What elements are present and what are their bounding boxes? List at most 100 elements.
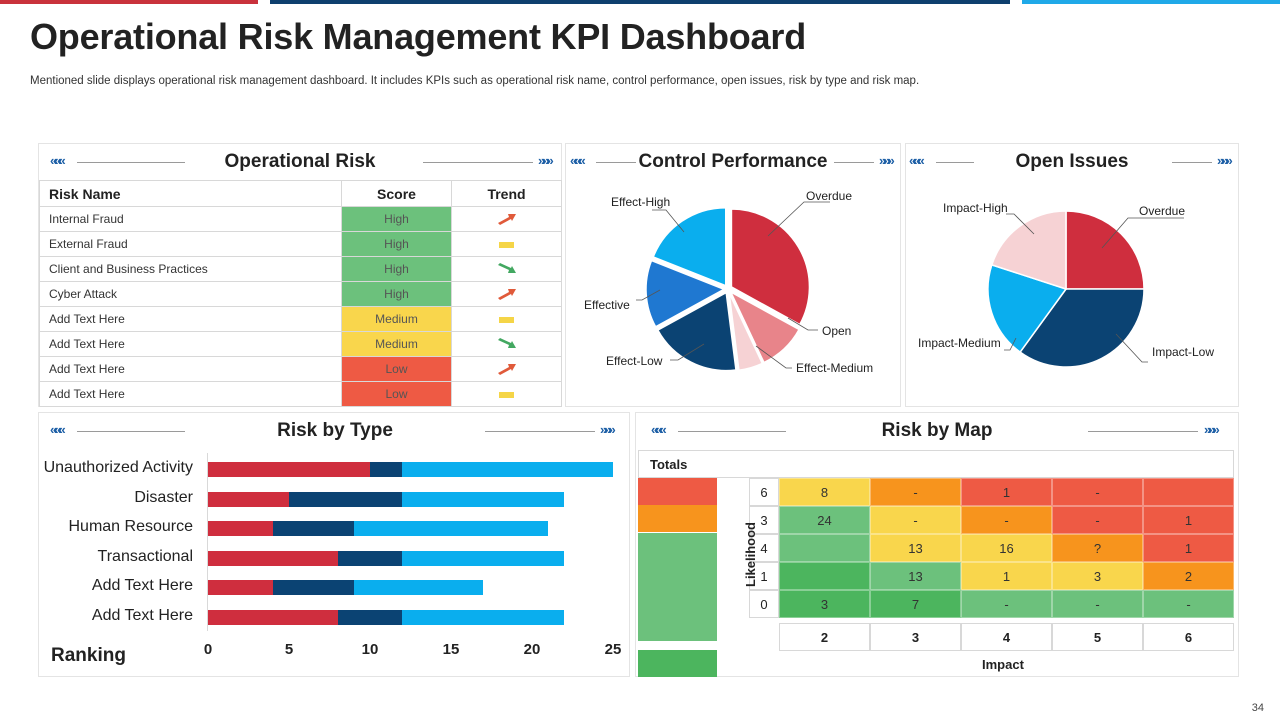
risk-name-cell: Add Text Here — [39, 331, 342, 357]
pie-slice-effective — [645, 259, 726, 328]
x-tick-label: 15 — [442, 641, 460, 658]
heatmap-cell: 13 — [870, 534, 961, 562]
pie-slice-effect-low — [656, 291, 737, 372]
leader-line — [1115, 333, 1148, 363]
heatmap-cell — [1143, 478, 1234, 506]
heatmap-cell: 1 — [961, 478, 1052, 506]
impact-column-label: 3 — [870, 623, 961, 651]
leader-line — [1101, 217, 1184, 249]
header-rule-right — [423, 162, 533, 163]
chevrons-right-icon: »»» — [879, 153, 895, 168]
bar-segment — [289, 491, 403, 507]
chevrons-left-icon: ««« — [909, 153, 925, 168]
label-effective: Effective — [584, 298, 630, 312]
trend-up-arrow-icon — [497, 289, 516, 300]
page-subtitle: Mentioned slide displays operational ris… — [30, 75, 920, 87]
header-rule-right — [1172, 162, 1212, 163]
risk-name-cell: Client and Business Practices — [39, 256, 342, 282]
heatmap-cell: 1 — [961, 562, 1052, 590]
category-label: Transactional — [97, 547, 193, 565]
trend-cell — [451, 231, 562, 257]
label-open: Open — [822, 324, 851, 338]
chevrons-right-icon: »»» — [538, 153, 554, 168]
chevrons-left-icon: ««« — [570, 153, 586, 168]
heatmap-cell: 2 — [1143, 562, 1234, 590]
bar-segment — [208, 550, 338, 566]
table-row: Add Text Here Low — [39, 381, 562, 407]
likelihood-axis-label: Likelihood — [743, 522, 758, 587]
top-accent-bar-blue — [1022, 0, 1280, 4]
risk-name-cell: Add Text Here — [39, 306, 342, 332]
heatmap-cell: - — [870, 506, 961, 534]
column-header-trend: Trend — [451, 180, 562, 207]
risk-name-cell: Add Text Here — [39, 381, 342, 407]
x-tick-label: 25 — [604, 641, 622, 658]
operational-risk-panel: ««« Operational Risk »»» Risk Name Score… — [38, 143, 562, 407]
bar-segment — [208, 521, 273, 536]
trend-down-arrow-icon — [497, 338, 516, 348]
table-row: Add Text Here Medium — [39, 331, 562, 357]
bar-segment — [337, 609, 403, 625]
table-row: Add Text Here Medium — [39, 306, 562, 332]
bar-segment — [370, 462, 403, 477]
trend-flat-icon — [499, 241, 514, 248]
heatmap-cell: 24 — [779, 506, 870, 534]
totals-header: Totals — [638, 450, 1234, 478]
pie-slice-open — [729, 290, 801, 364]
chevrons-left-icon: ««« — [651, 422, 667, 437]
column-header-risk-name: Risk Name — [39, 180, 342, 207]
panel-header: ««« Risk by Type »»» — [39, 413, 629, 447]
category-label: Disaster — [134, 488, 193, 506]
label-overdue: Overdue — [806, 189, 852, 203]
chevrons-right-icon: »»» — [600, 422, 616, 437]
risk-by-type-panel: ««« Risk by Type »»» Unauthorized Activi… — [38, 412, 630, 677]
header-rule-left — [77, 162, 185, 163]
heatmap-cell: 3 — [1052, 562, 1143, 590]
bar-segment — [208, 462, 370, 477]
leader-line — [652, 209, 685, 233]
trend-cell — [451, 256, 562, 282]
heatmap-cell: 1 — [1143, 506, 1234, 534]
trend-cell — [451, 356, 562, 382]
panel-title: Risk by Map — [881, 420, 993, 441]
likelihood-row-label: 3 — [749, 506, 779, 534]
x-tick-label: 5 — [284, 641, 294, 658]
category-label: Add Text Here — [91, 606, 193, 624]
risk-name-cell: Cyber Attack — [39, 281, 342, 307]
heatmap-cell — [779, 562, 870, 590]
table-header-row: Risk Name Score Trend — [39, 180, 562, 207]
bar-segment — [272, 521, 354, 536]
trend-up-arrow-icon — [497, 214, 516, 225]
trend-up-arrow-icon — [497, 364, 516, 375]
label-impact-high: Impact-High — [943, 201, 1008, 215]
heatmap-cell: - — [870, 478, 961, 506]
impact-column-label: 5 — [1052, 623, 1143, 651]
pie-slice-impact-high — [990, 210, 1067, 291]
heatmap-cell: - — [1052, 506, 1143, 534]
leader-line — [767, 201, 830, 237]
category-label: Human Resource — [68, 518, 194, 535]
leader-line — [636, 289, 661, 301]
bar-segment — [402, 550, 565, 566]
pie-slice-impact-low — [1019, 288, 1145, 368]
panel-header: ««« Open Issues »»» — [906, 144, 1238, 178]
heatmap-cell: - — [961, 590, 1052, 618]
heatmap-cell — [779, 534, 870, 562]
likelihood-row-label: 1 — [749, 562, 779, 590]
leader-line — [1004, 337, 1017, 351]
label-effect-low: Effect-Low — [606, 354, 663, 368]
trend-cell — [451, 206, 562, 232]
heatmap-cell: - — [1052, 478, 1143, 506]
page-title: Operational Risk Management KPI Dashboar… — [30, 16, 806, 57]
chevrons-left-icon: ««« — [50, 422, 66, 437]
heatmap-cell: ? — [1052, 534, 1143, 562]
likelihood-row-label: 6 — [749, 478, 779, 506]
heatmap-cell: 16 — [961, 534, 1052, 562]
chevrons-right-icon: »»» — [1204, 422, 1220, 437]
bar-segment — [402, 609, 565, 625]
chevrons-left-icon: ««« — [50, 153, 66, 168]
bar-segment — [337, 550, 403, 566]
impact-column-label: 2 — [779, 623, 870, 651]
table-row: Cyber Attack High — [39, 281, 562, 307]
chevrons-right-icon: »»» — [1217, 153, 1233, 168]
